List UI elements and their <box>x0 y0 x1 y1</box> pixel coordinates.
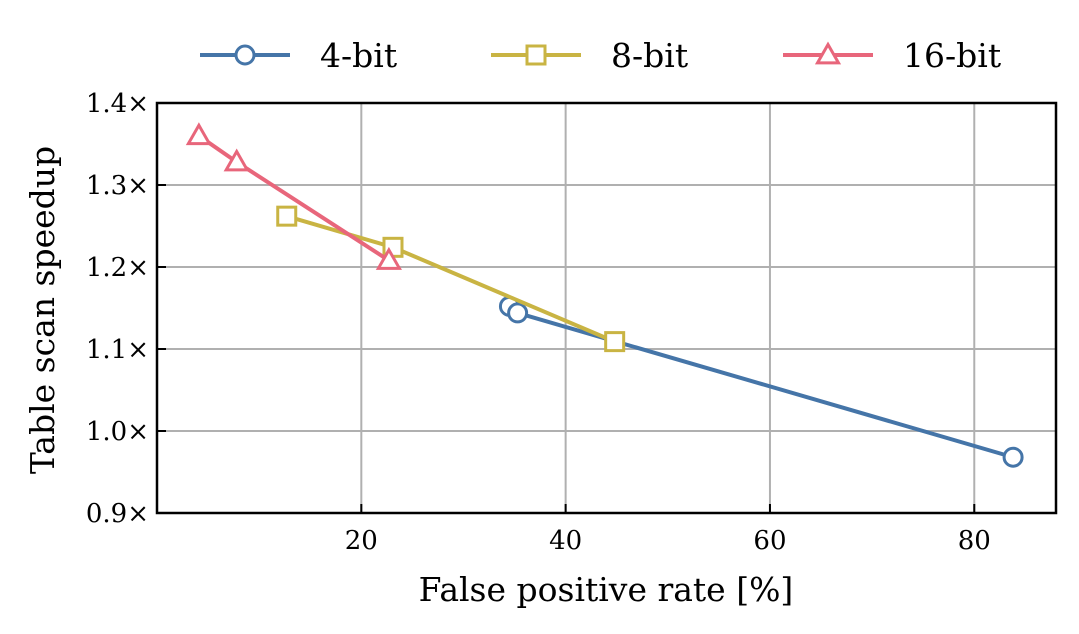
y-tick-label: 1.4× <box>86 89 149 119</box>
data-point-16-bit <box>185 122 212 146</box>
data-point-8-bit <box>604 331 626 353</box>
legend-marker <box>814 41 842 65</box>
legend-item-4-bit: 4-bit <box>200 36 397 75</box>
legend-marker <box>525 44 547 66</box>
grid <box>157 103 1056 513</box>
series-8-bit <box>276 205 626 353</box>
plot-frame <box>155 101 1058 515</box>
data-point-8-bit <box>276 205 298 227</box>
legend-item-8-bit: 8-bit <box>491 36 688 75</box>
x-tick-label: 40 <box>549 526 582 556</box>
ticks: 20 40 60 80 0.9× 1.0× 1.1× 1.2× 1.3× 1.4× <box>86 89 991 556</box>
y-tick-label: 1.0× <box>86 417 149 447</box>
series-16-bit <box>185 122 402 270</box>
x-axis-label: False positive rate [%] <box>419 570 794 609</box>
legend: 4-bit 8-bit 16-bit <box>200 36 1001 75</box>
y-tick-label: 1.1× <box>86 335 149 365</box>
y-tick-label: 1.3× <box>86 171 149 201</box>
legend-label: 8-bit <box>611 36 688 75</box>
data-point-4-bit <box>1002 446 1024 468</box>
data-point-16-bit <box>223 148 250 172</box>
legend-label: 4-bit <box>320 36 397 75</box>
x-tick-label: 80 <box>958 526 991 556</box>
legend-label: 16-bit <box>903 36 1001 75</box>
data-point-16-bit <box>375 246 402 270</box>
data-point-4-bit <box>507 302 529 324</box>
series-layer <box>185 122 1024 468</box>
x-tick-label: 20 <box>345 526 378 556</box>
y-axis-label: Table scan speedup <box>23 146 62 474</box>
y-tick-label: 0.9× <box>86 499 149 529</box>
series-4-bit <box>498 295 1024 468</box>
x-tick-label: 60 <box>753 526 786 556</box>
y-tick-label: 1.2× <box>86 253 149 283</box>
legend-item-16-bit: 16-bit <box>783 36 1001 75</box>
legend-marker <box>234 44 256 66</box>
